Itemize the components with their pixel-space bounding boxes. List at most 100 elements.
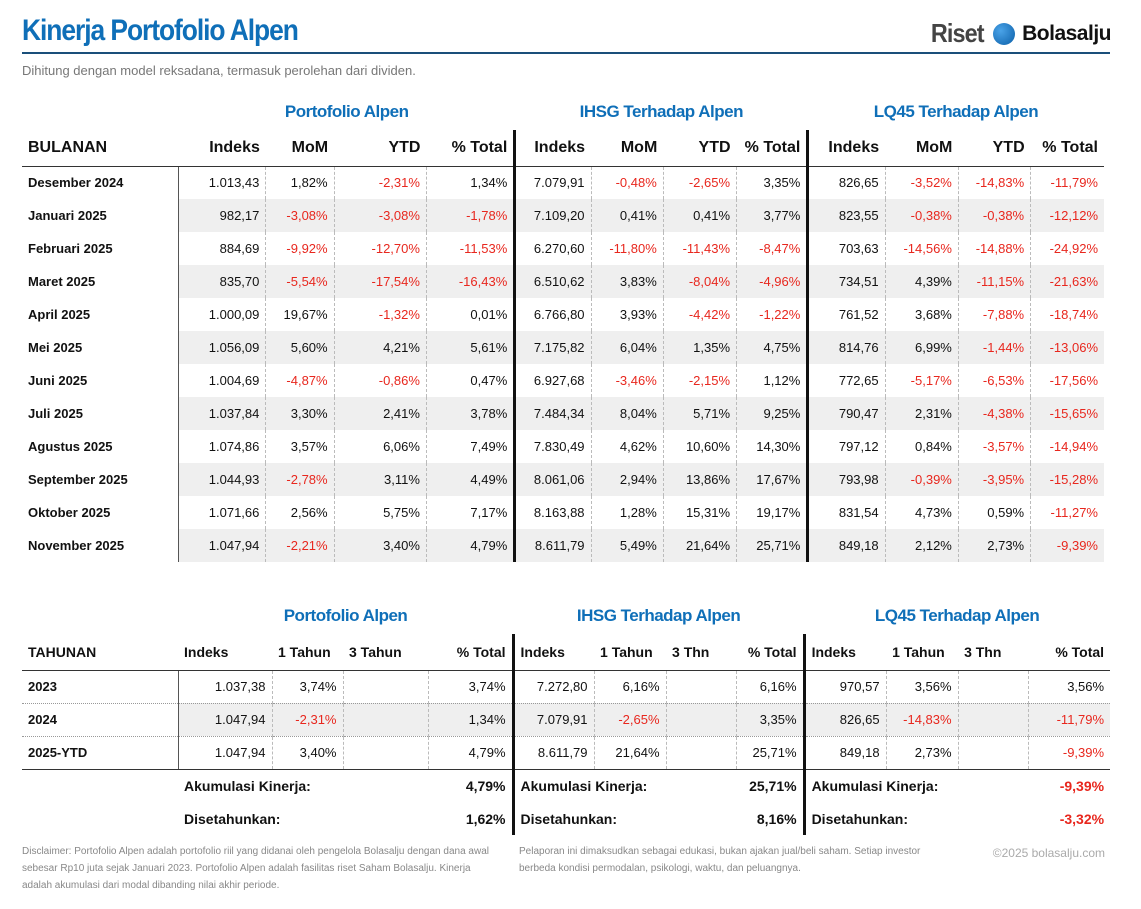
cell-value: 761,52	[806, 298, 886, 331]
logo: Riset Bolasalju	[928, 18, 1111, 49]
cell-value: -4,87%	[265, 364, 335, 397]
cell-value: 0,59%	[957, 496, 1031, 529]
cell-value: -11,79%	[1030, 166, 1104, 199]
cell-value: 19,67%	[265, 298, 335, 331]
cell-value: 790,47	[806, 397, 886, 430]
cell-value: -11,80%	[590, 232, 664, 265]
column-header: BULANAN	[22, 130, 179, 167]
cell-value: 5,71%	[662, 397, 737, 430]
cell-value: -2,65%	[593, 703, 667, 737]
cell-value: 6.766,80	[513, 298, 592, 331]
cell-value: 0,84%	[884, 430, 959, 463]
cell-value: 826,65	[806, 166, 886, 199]
column-header: 3 Thn	[958, 634, 1029, 671]
disclaimer: Disclaimer: Portofolio Alpen adalah port…	[22, 846, 489, 891]
cell-value: 6.510,62	[513, 265, 592, 298]
cell-value: 13,86%	[662, 463, 737, 496]
cell-value: -17,54%	[333, 265, 427, 298]
column-header: 3 Thn	[666, 634, 737, 671]
cell-value: 1.071,66	[178, 496, 266, 529]
cell-value: 1,35%	[662, 331, 737, 364]
cell-value: 2,31%	[884, 397, 959, 430]
column-header: 1 Tahun	[886, 634, 959, 671]
cell-value: 4,79%	[427, 736, 514, 770]
cell-value: -9,92%	[265, 232, 335, 265]
cell-value: 797,12	[806, 430, 886, 463]
group-title-row: Portofolio Alpen IHSG Terhadap Alpen LQ45 …	[22, 94, 1104, 130]
cell-value: -1,22%	[736, 298, 808, 331]
cell-value: 6,16%	[593, 670, 667, 704]
cell-value: 734,51	[806, 265, 886, 298]
summary-value: 25,71%	[749, 777, 797, 794]
cell-value: 8.061,06	[513, 463, 592, 496]
cell-value	[665, 736, 737, 770]
cell-value: 7.175,82	[513, 331, 592, 364]
summary-label: Disetahunkan:	[184, 810, 281, 827]
spacer	[22, 769, 178, 802]
summary-label: Akumulasi Kinerja:	[184, 777, 311, 794]
annual-table: Portofolio Alpen IHSG Terhadap Alpen LQ45 …	[22, 598, 1111, 835]
group-title: LQ45 Terhadap Alpen	[873, 102, 1039, 121]
cell-value: -0,86%	[333, 364, 427, 397]
spacer	[22, 802, 178, 835]
cell-value: 1.037,38	[177, 670, 272, 704]
column-header: Indeks	[802, 634, 887, 671]
table-row: Mei 2025 1.056,09 5,60% 4,21% 5,61% 7.175,82 6…	[22, 331, 1104, 364]
cell-value: -21,63%	[1030, 265, 1104, 298]
cell-value: -18,74%	[1030, 298, 1104, 331]
cell-value: -14,88%	[957, 232, 1031, 265]
cell-value: 835,70	[178, 265, 266, 298]
cell-value: 1.037,84	[178, 397, 266, 430]
table-row: Agustus 2025 1.074,86 3,57% 6,06% 7,49% 7.830…	[22, 430, 1104, 463]
cell-value: -2,78%	[265, 463, 335, 496]
cell-value: -13,06%	[1030, 331, 1104, 364]
header-row: BULANAN Indeks MoM YTD% Total Indeks MoM YTD% …	[22, 130, 1104, 167]
group-title: LQ45 Terhadap Alpen	[874, 606, 1040, 625]
cell-value: 1.044,93	[178, 463, 266, 496]
cell-value: -2,15%	[662, 364, 737, 397]
cell-value: 4,79%	[425, 529, 515, 562]
cell-value: -15,28%	[1030, 463, 1104, 496]
cell-value: 6,99%	[884, 331, 959, 364]
row-label: Juni 2025	[22, 364, 180, 397]
cell-value: 5,61%	[425, 331, 515, 364]
cell-value: 3,83%	[590, 265, 664, 298]
cell-value: 7.079,91	[511, 703, 595, 737]
cell-value: 3,56%	[1027, 670, 1111, 704]
page-title: Kinerja Portofolio Alpen	[22, 14, 299, 47]
title-divider	[22, 52, 1110, 54]
table-row: Desember 2024 1.013,43 1,82% -2,31% 1,34% 7.0…	[22, 166, 1104, 199]
table-row: Oktober 2025 1.071,66 2,56% 5,75% 7,17% 8.163…	[22, 496, 1104, 529]
cell-value: 3,74%	[271, 670, 343, 704]
cell-value: 0,01%	[425, 298, 515, 331]
cell-value: 1.047,94	[177, 703, 272, 737]
group-title-row: Portofolio Alpen IHSG Terhadap Alpen LQ45 …	[22, 598, 1110, 634]
cell-value: 21,64%	[593, 736, 667, 770]
cell-value: -11,43%	[662, 232, 737, 265]
cell-value: 15,31%	[662, 496, 737, 529]
cell-value: 6,06%	[333, 430, 427, 463]
cell-value: 8,04%	[590, 397, 664, 430]
cell-value: 0,41%	[590, 199, 664, 232]
snowball-icon	[993, 22, 1016, 45]
column-header: Indeks	[511, 634, 595, 671]
table-row: 2025-YTD 1.047,94 3,40% 4,79% 8.611,79 21,64%…	[22, 736, 1111, 770]
cell-value: 814,76	[806, 331, 886, 364]
column-header: Indeks	[178, 634, 272, 671]
cell-value: 1.056,09	[178, 331, 266, 364]
cell-value	[957, 670, 1029, 704]
cell-value: 884,69	[178, 232, 266, 265]
table-row: April 2025 1.000,09 19,67% -1,32% 0,01% 6.766…	[22, 298, 1104, 331]
cell-value: -3,57%	[957, 430, 1031, 463]
cell-value: 21,64%	[662, 529, 737, 562]
row-label: November 2025	[22, 529, 180, 562]
cell-value: -16,43%	[425, 265, 515, 298]
cell-value: -1,32%	[333, 298, 427, 331]
cell-value: 793,98	[806, 463, 886, 496]
summary-label: Akumulasi Kinerja:	[802, 769, 1029, 802]
cell-value: -9,39%	[1030, 529, 1104, 562]
column-header: MoM	[885, 130, 959, 167]
summary-value: 8,16%	[756, 810, 797, 827]
cell-value: 2,73%	[885, 736, 959, 770]
cell-value: 7,17%	[425, 496, 515, 529]
